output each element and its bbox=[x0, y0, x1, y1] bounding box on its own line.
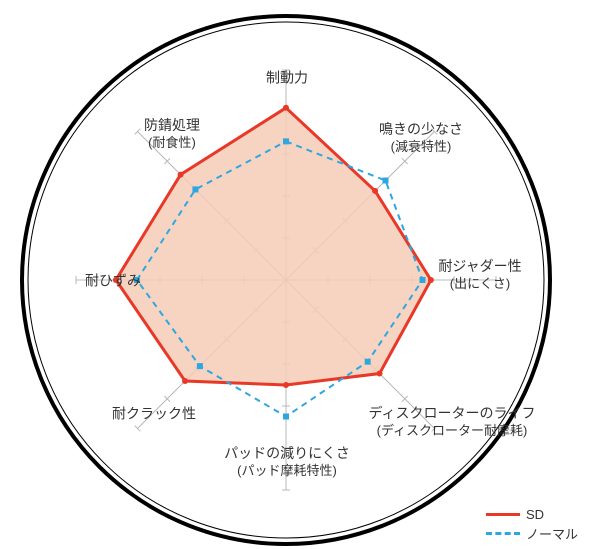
axis-label-main: 鳴きの少なさ bbox=[379, 121, 463, 137]
axis-label-main: 制動力 bbox=[266, 69, 308, 85]
axis-label-braking: 制動力 bbox=[266, 69, 308, 87]
axis-label-main: 耐ひずみ bbox=[85, 272, 141, 288]
axis-label-sub: (ディスクローター耐摩耗) bbox=[368, 423, 535, 439]
legend-label-normal: ノーマル bbox=[526, 524, 578, 543]
legend-label-sd: SD bbox=[526, 507, 544, 522]
axis-label-sub: (パッド摩耗特性) bbox=[224, 463, 350, 479]
axis-label-quiet: 鳴きの少なさ (減衰特性) bbox=[379, 121, 463, 155]
legend: SD ノーマル bbox=[486, 505, 578, 543]
axis-label-judder: 耐ジャダー性 (出にくさ) bbox=[438, 258, 521, 292]
legend-item-normal: ノーマル bbox=[486, 524, 578, 543]
axis-label-sub: (出にくさ) bbox=[438, 276, 521, 292]
axis-label-crack: 耐クラック性 bbox=[112, 405, 196, 423]
axis-label-rotorlife: ディスクローターのライフ (ディスクローター耐摩耗) bbox=[368, 405, 535, 439]
axis-label-main: パッドの減りにくさ bbox=[224, 445, 350, 461]
axis-label-padwear: パッドの減りにくさ (パッド摩耗特性) bbox=[224, 445, 350, 479]
axis-label-main: 耐クラック性 bbox=[112, 405, 196, 421]
legend-swatch-sd bbox=[486, 513, 520, 516]
axis-label-sub: (耐食性) bbox=[144, 135, 200, 151]
axis-label-main: 耐ジャダー性 bbox=[438, 258, 521, 274]
axis-label-main: 防錆処理 bbox=[144, 117, 200, 133]
axis-label-main: ディスクローターのライフ bbox=[368, 405, 535, 421]
legend-swatch-normal bbox=[486, 532, 520, 535]
axis-label-strain: 耐ひずみ bbox=[85, 272, 141, 290]
axis-label-sub: (減衰特性) bbox=[379, 139, 463, 155]
axis-label-rust: 防錆処理 (耐食性) bbox=[144, 117, 200, 151]
legend-item-sd: SD bbox=[486, 507, 578, 522]
